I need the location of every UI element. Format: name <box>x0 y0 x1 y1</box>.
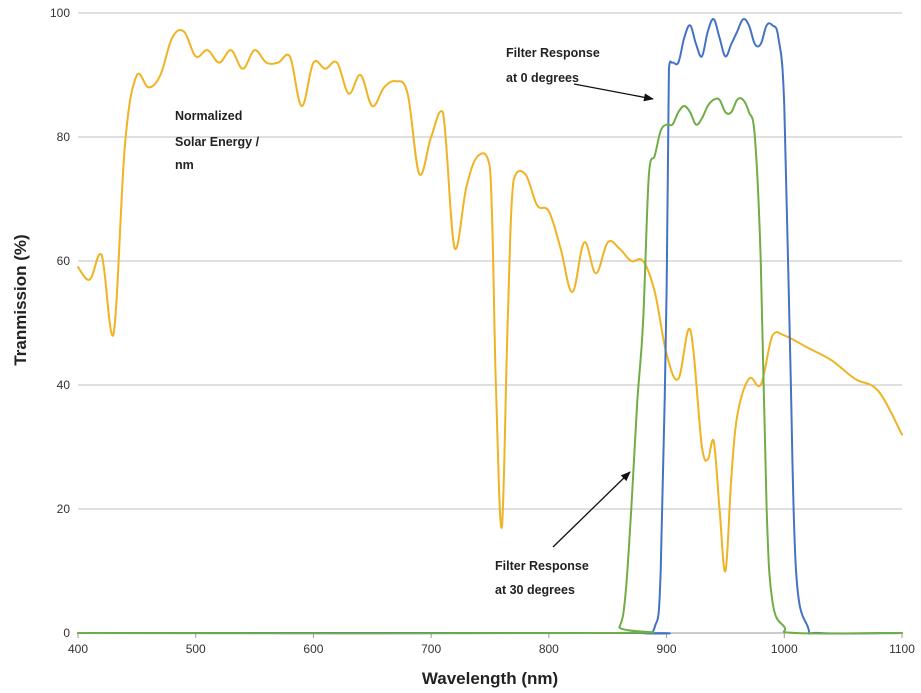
filter-0-annotation-line-1: Filter Response <box>506 46 600 60</box>
x-tick-label-500: 500 <box>186 642 206 656</box>
solar-annotation-line-3: nm <box>175 158 194 172</box>
series-line-filter30 <box>77 97 903 635</box>
x-tick-label-700: 700 <box>421 642 441 656</box>
series-line-solar <box>77 29 903 573</box>
series-line-filter0 <box>77 17 903 635</box>
axes: 0 20 40 60 80 100 400 500 600 700 800 900 1000 1100 <box>50 6 915 656</box>
filter-0-arrow <box>573 83 654 102</box>
x-tick-label-800: 800 <box>539 642 559 656</box>
filter-30-arrow <box>552 471 631 548</box>
x-axis-title: Wavelength (nm) <box>422 669 558 688</box>
filter-30-annotation-line-1: Filter Response <box>495 559 589 573</box>
y-tick-label-20: 20 <box>57 502 71 516</box>
solar-annotation-line-1: Normalized <box>175 109 242 123</box>
filter-0-annotation-line-2: at 0 degrees <box>506 71 579 85</box>
y-tick-label-80: 80 <box>57 130 71 144</box>
x-tick-label-900: 900 <box>657 642 677 656</box>
filter-30-annotation: Filter Response at 30 degrees <box>495 471 631 597</box>
y-tick-label-40: 40 <box>57 378 71 392</box>
solar-annotation: Normalized Solar Energy / nm <box>175 109 260 172</box>
x-tick-label-400: 400 <box>68 642 88 656</box>
filter-0-annotation: Filter Response at 0 degrees <box>506 46 654 102</box>
y-tick-label-100: 100 <box>50 6 70 20</box>
x-tick-label-600: 600 <box>303 642 323 656</box>
y-tick-label-0: 0 <box>63 626 70 640</box>
x-tick-label-1000: 1000 <box>771 642 798 656</box>
gridlines <box>78 12 902 510</box>
solar-annotation-line-2: Solar Energy / <box>175 135 260 149</box>
filter-30-annotation-line-2: at 30 degrees <box>495 583 575 597</box>
y-axis-title: Tranmission (%) <box>11 234 30 365</box>
series-lines <box>77 17 903 635</box>
y-tick-label-60: 60 <box>57 254 71 268</box>
x-tick-label-1100: 1100 <box>889 642 915 656</box>
